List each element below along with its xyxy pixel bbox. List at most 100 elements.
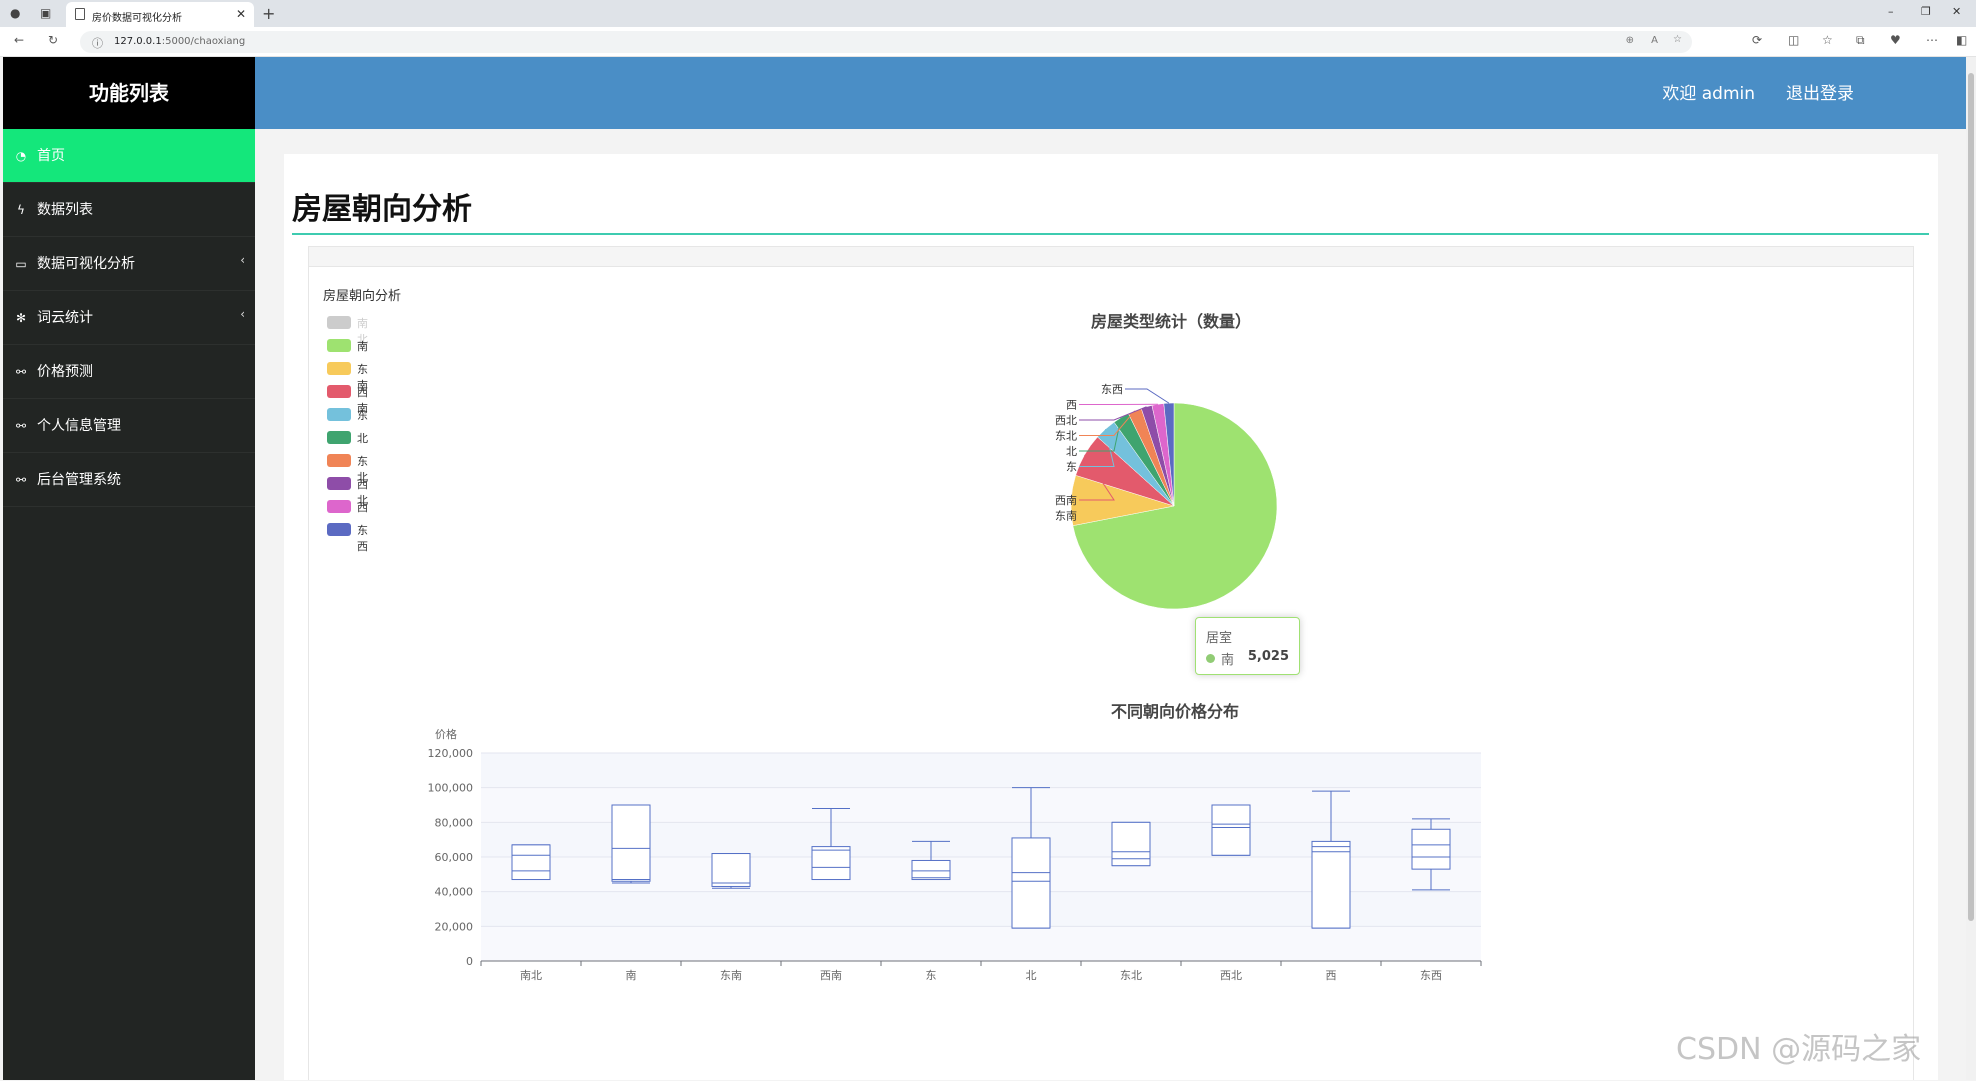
page-title: 房屋朝向分析 xyxy=(292,184,472,228)
read-aloud-icon[interactable]: A xyxy=(1651,35,1658,46)
sidebar-item-label: 个人信息管理 xyxy=(37,418,121,434)
x-tick-label: 东 xyxy=(926,969,937,982)
more-menu-icon[interactable]: ⋯ xyxy=(1926,33,1938,47)
x-tick-label: 北 xyxy=(1026,969,1037,982)
x-tick-label: 西北 xyxy=(1220,969,1242,982)
yelp-icon: ✻ xyxy=(13,291,29,345)
url-path: :5000/chaoxiang xyxy=(162,36,245,47)
sidebar-item-price-prediction[interactable]: ⚯ 价格预测 xyxy=(3,345,255,399)
y-tick-label: 20,000 xyxy=(435,920,474,933)
zoom-icon[interactable]: ⊕ xyxy=(1626,35,1634,46)
top-header: 欢迎 admin 退出登录 xyxy=(255,57,1966,129)
x-tick-label: 东北 xyxy=(1120,969,1142,982)
sidebar-item-label: 首页 xyxy=(37,148,65,164)
motorcycle-icon: ⚯ xyxy=(13,399,29,453)
pie-label: 东南 xyxy=(1055,510,1077,523)
box-body xyxy=(512,845,550,880)
x-tick-label: 东南 xyxy=(720,969,742,982)
main-content: 房屋朝向分析 房屋朝向分析 南北南东南西南东北东北西北西东西 房屋类型统计（数量… xyxy=(284,154,1938,1080)
box-body xyxy=(812,847,850,880)
sidebar-item-label: 后台管理系统 xyxy=(37,472,121,488)
motorcycle-icon: ⚯ xyxy=(13,345,29,399)
motorcycle-icon: ⚯ xyxy=(13,453,29,507)
box-body xyxy=(712,854,750,887)
box-body xyxy=(1012,838,1050,928)
favorites-icon[interactable]: ☆ xyxy=(1822,33,1833,47)
collections-icon[interactable]: ⧉ xyxy=(1856,33,1865,48)
restore-icon[interactable]: ❐ xyxy=(1921,5,1931,18)
refresh-icon[interactable]: ↻ xyxy=(48,33,58,47)
welcome-text: 欢迎 admin xyxy=(1662,79,1755,104)
page-scrollbar[interactable] xyxy=(1966,57,1976,1080)
x-tick-label: 南 xyxy=(626,969,637,982)
page-icon xyxy=(75,8,85,20)
sidebar-item-home[interactable]: ◔ 首页 xyxy=(3,129,255,183)
chevron-left-icon: ‹ xyxy=(240,233,245,287)
pie-label: 东 xyxy=(1066,461,1077,474)
x-tick-label: 南北 xyxy=(520,969,542,982)
sidebar-item-label: 价格预测 xyxy=(37,364,93,380)
y-tick-label: 120,000 xyxy=(428,747,474,760)
back-icon[interactable]: ← xyxy=(14,33,24,47)
y-tick-label: 60,000 xyxy=(435,851,474,864)
browser-tab[interactable]: 房价数据可视化分析 ✕ xyxy=(66,2,254,27)
bolt-icon: ϟ xyxy=(13,183,29,237)
charts-svg: 房屋类型统计（数量）东南西南东北东北西北西东西不同朝向价格分布价格020,000… xyxy=(309,247,1913,1081)
url-host: 127.0.0.1 xyxy=(114,36,162,47)
boxplot-ylabel: 价格 xyxy=(435,727,457,741)
new-tab-icon[interactable]: + xyxy=(262,4,275,23)
split-screen-icon[interactable]: ◫ xyxy=(1788,33,1799,47)
favorite-star-icon[interactable]: ☆ xyxy=(1673,34,1682,45)
dashboard-icon: ◔ xyxy=(13,129,29,183)
site-info-icon[interactable]: ⓘ xyxy=(92,35,103,51)
url-input[interactable]: ⓘ 127.0.0.1:5000/chaoxiang ⊕ A ☆ xyxy=(80,31,1692,53)
boxplot-title: 不同朝向价格分布 xyxy=(1111,702,1239,721)
sidebar-item-visualization[interactable]: ▭ 数据可视化分析 ‹ xyxy=(3,237,255,291)
monitor-icon: ▭ xyxy=(13,237,29,291)
grid-band xyxy=(481,926,1481,961)
grid-band xyxy=(481,753,1481,788)
pie-label: 北 xyxy=(1066,445,1077,458)
y-tick-label: 100,000 xyxy=(428,782,474,795)
tooltip-value: 5,025 xyxy=(1248,649,1289,664)
pie-label: 西北 xyxy=(1055,414,1077,427)
browser-tab-bar: ● ▣ 房价数据可视化分析 ✕ + – ❐ ✕ xyxy=(0,0,1976,27)
sidebar-item-label: 数据可视化分析 xyxy=(37,256,135,272)
sidebar-title: 功能列表 xyxy=(3,57,255,129)
scrollbar-thumb[interactable] xyxy=(1968,73,1974,921)
tab-actions-icon[interactable]: ▣ xyxy=(40,6,51,20)
address-bar: ← ↻ ⓘ 127.0.0.1:5000/chaoxiang ⊕ A ☆ ⟳ ◫… xyxy=(0,27,1976,57)
pie-label: 东北 xyxy=(1055,430,1077,443)
sidebar-item-label: 数据列表 xyxy=(37,202,93,218)
sidebar-item-wordcloud[interactable]: ✻ 词云统计 ‹ xyxy=(3,291,255,345)
x-tick-label: 东西 xyxy=(1420,969,1442,982)
sidebar-item-profile[interactable]: ⚯ 个人信息管理 xyxy=(3,399,255,453)
box-body xyxy=(1212,805,1250,855)
watermark: CSDN @源码之家 xyxy=(1676,1024,1921,1068)
minimize-icon[interactable]: – xyxy=(1888,5,1894,18)
box-body xyxy=(1412,829,1450,869)
pie-title: 房屋类型统计（数量） xyxy=(1091,312,1251,331)
tooltip-marker xyxy=(1206,654,1215,663)
chart-panel: 房屋朝向分析 南北南东南西南东北东北西北西东西 房屋类型统计（数量）东南西南东北… xyxy=(308,246,1914,1080)
sidebar-toggle-icon[interactable]: ◧ xyxy=(1956,33,1967,47)
sidebar: 功能列表 ◔ 首页 ϟ 数据列表 ▭ 数据可视化分析 ‹ ✻ 词云统计 ‹ ⚯ … xyxy=(3,57,255,1080)
title-divider xyxy=(292,233,1929,235)
x-tick-label: 西南 xyxy=(820,969,842,982)
tooltip-name: 南 xyxy=(1221,649,1234,668)
browser-essentials-icon[interactable]: ♥ xyxy=(1890,33,1901,47)
tab-title: 房价数据可视化分析 xyxy=(92,13,182,24)
close-tab-icon[interactable]: ✕ xyxy=(236,7,246,21)
x-tick-label: 西 xyxy=(1326,969,1337,982)
close-window-icon[interactable]: ✕ xyxy=(1952,5,1961,18)
y-tick-label: 40,000 xyxy=(435,886,474,899)
box-body xyxy=(1312,841,1350,928)
logout-link[interactable]: 退出登录 xyxy=(1786,79,1854,104)
sidebar-item-admin[interactable]: ⚯ 后台管理系统 xyxy=(3,453,255,507)
sidebar-item-data-list[interactable]: ϟ 数据列表 xyxy=(3,183,255,237)
pie-label: 西 xyxy=(1066,399,1077,412)
pie-leader-line xyxy=(1125,389,1169,403)
profile-icon[interactable]: ● xyxy=(10,6,20,20)
extensions-icon[interactable]: ⟳ xyxy=(1752,33,1762,47)
chevron-left-icon: ‹ xyxy=(240,287,245,341)
